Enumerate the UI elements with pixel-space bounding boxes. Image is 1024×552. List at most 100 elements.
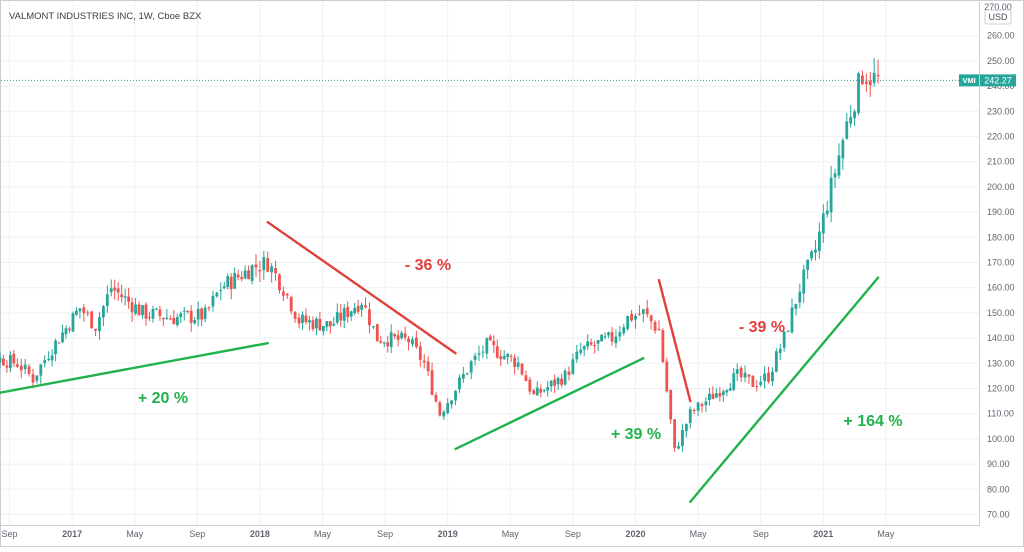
candle-body bbox=[386, 342, 390, 347]
candle-body bbox=[285, 293, 289, 296]
candle-body bbox=[450, 400, 454, 405]
candle-body bbox=[434, 394, 438, 402]
price-tick-label: 220.00 bbox=[987, 132, 1015, 142]
candle-body bbox=[342, 308, 346, 321]
candle-body bbox=[57, 342, 61, 344]
candle-body bbox=[630, 314, 633, 321]
candle-body bbox=[861, 75, 864, 85]
candle-body bbox=[837, 155, 841, 176]
candle-body bbox=[732, 373, 736, 390]
trendline-down[interactable] bbox=[266, 220, 457, 355]
price-tick-label: 260.00 bbox=[987, 31, 1015, 41]
candle-body bbox=[109, 288, 113, 293]
candle-body bbox=[364, 305, 367, 308]
candle-body bbox=[567, 371, 571, 375]
candle-body bbox=[250, 265, 254, 282]
time-tick-label: May bbox=[314, 529, 332, 539]
symbol-badge bbox=[959, 74, 979, 87]
trendline-up[interactable] bbox=[0, 341, 269, 401]
price-tick-label: 140.00 bbox=[987, 333, 1015, 343]
candle-body bbox=[360, 304, 364, 310]
candle-body bbox=[75, 310, 78, 315]
candle-body bbox=[127, 296, 131, 302]
candle-body bbox=[833, 173, 837, 178]
time-axis[interactable]: May Sep 2017 May Sep 2018 May Sep 2019 May Sep 2020… bbox=[0, 529, 895, 539]
candle-body bbox=[168, 318, 172, 320]
candle-body bbox=[473, 355, 477, 360]
candle-body bbox=[814, 249, 817, 253]
time-tick-label: Sep bbox=[189, 529, 205, 539]
candle-body bbox=[116, 288, 120, 293]
candle-body bbox=[353, 307, 357, 314]
candle-body bbox=[233, 272, 237, 289]
trendline-down[interactable] bbox=[657, 278, 692, 403]
candle-body bbox=[27, 366, 31, 374]
candle-body bbox=[254, 264, 258, 268]
currency-badge[interactable] bbox=[984, 9, 1012, 25]
candle-body bbox=[657, 329, 661, 331]
candle-body bbox=[684, 423, 688, 432]
last-price-tag: VMI 242.27 bbox=[959, 74, 1016, 87]
candle-body bbox=[243, 270, 247, 279]
chart-title: VALMONT INDUSTRIES INC, 1W, Cboe BZX bbox=[9, 11, 202, 22]
candle-body bbox=[600, 334, 603, 342]
price-tick-label: 200.00 bbox=[987, 182, 1015, 192]
candle-body bbox=[415, 337, 418, 347]
candle-body bbox=[653, 321, 657, 331]
candle-body bbox=[222, 286, 226, 289]
candle-body bbox=[442, 411, 446, 417]
candle-body bbox=[438, 402, 442, 416]
candle-body bbox=[64, 328, 68, 335]
candle-body bbox=[328, 321, 332, 327]
candle-body bbox=[78, 308, 82, 312]
candle-body bbox=[130, 302, 134, 313]
candle-body bbox=[426, 361, 430, 372]
trendline-up[interactable] bbox=[454, 357, 645, 451]
candle-body bbox=[141, 305, 144, 316]
candle-body bbox=[5, 365, 9, 368]
candle-body bbox=[240, 277, 244, 280]
candle-body bbox=[718, 392, 722, 397]
candle-body bbox=[728, 388, 732, 391]
candle-body bbox=[236, 274, 240, 278]
candle-body bbox=[172, 318, 176, 325]
candle-body bbox=[817, 231, 821, 252]
candle-body bbox=[15, 364, 19, 367]
candle-body bbox=[614, 336, 618, 344]
candle-body bbox=[582, 346, 586, 350]
candle-body bbox=[825, 210, 829, 215]
annotation-label: + 39 % bbox=[611, 426, 661, 443]
price-tick-label: 110.00 bbox=[987, 409, 1014, 419]
candle-body bbox=[634, 315, 637, 320]
candle-body bbox=[535, 387, 539, 396]
candle-body bbox=[638, 313, 641, 315]
candle-body bbox=[721, 391, 725, 395]
candle-body bbox=[90, 311, 94, 329]
candle-body bbox=[876, 74, 880, 77]
candle-body bbox=[778, 348, 782, 354]
time-tick-label: 2017 bbox=[62, 529, 82, 539]
candle-body bbox=[68, 328, 71, 331]
time-tick-label: May bbox=[877, 529, 895, 539]
candle-body bbox=[661, 330, 665, 363]
candle-body bbox=[610, 331, 614, 342]
candle-body bbox=[308, 320, 311, 323]
price-axis[interactable]: 260.00250.00240.00230.00220.00210.00200.… bbox=[987, 31, 1015, 520]
candle-body bbox=[446, 403, 450, 414]
candle-body bbox=[864, 81, 868, 84]
annotation-label: + 164 % bbox=[843, 413, 902, 430]
candle-body bbox=[711, 393, 715, 400]
candle-body bbox=[849, 117, 853, 124]
candle-body bbox=[532, 390, 536, 394]
candle-body bbox=[458, 377, 461, 390]
candle-body bbox=[798, 291, 802, 303]
candle-body bbox=[23, 364, 27, 370]
candle-body bbox=[786, 331, 790, 333]
candle-body bbox=[335, 312, 339, 323]
candle-body bbox=[465, 373, 469, 375]
trendline-up[interactable] bbox=[689, 276, 880, 504]
candle-body bbox=[571, 359, 575, 374]
candle-body bbox=[161, 317, 165, 320]
